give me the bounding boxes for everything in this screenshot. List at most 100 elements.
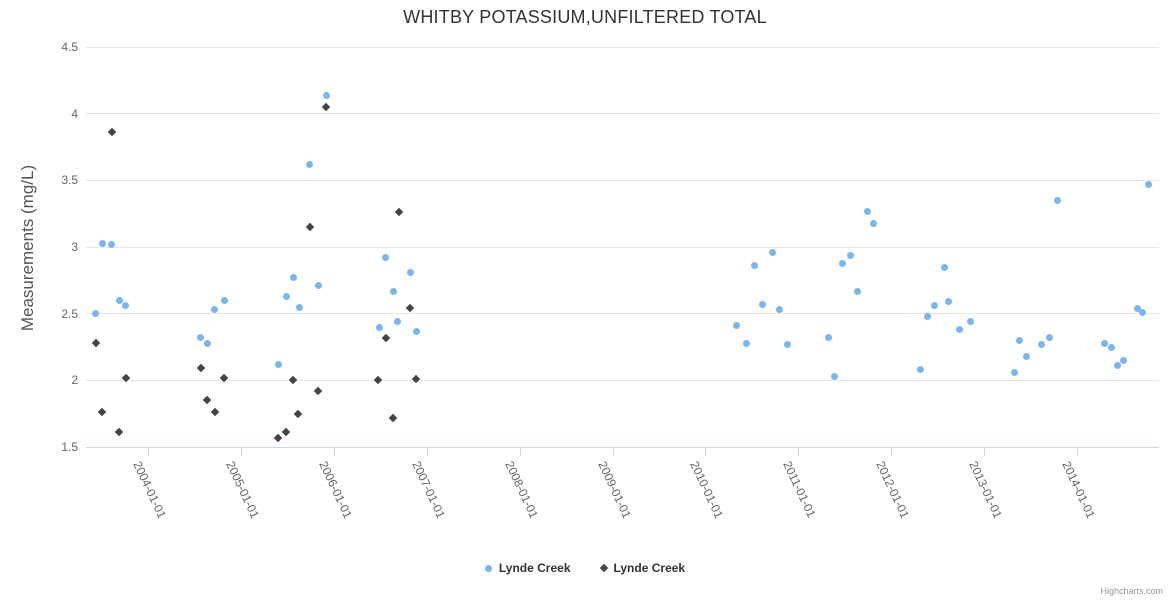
data-point-circle[interactable] <box>295 303 303 311</box>
data-point-circle[interactable] <box>98 239 106 247</box>
data-point-circle[interactable] <box>322 91 330 99</box>
x-axis-tick-label: 2014-01-01 <box>1059 459 1098 521</box>
data-point-circle[interactable] <box>1038 340 1046 348</box>
legend-item[interactable]: Lynde Creek <box>484 561 571 575</box>
data-point-circle[interactable] <box>940 263 948 271</box>
data-point-circle[interactable] <box>306 160 314 168</box>
data-point-circle[interactable] <box>768 248 776 256</box>
data-point-circle[interactable] <box>282 292 290 300</box>
data-point-diamond[interactable] <box>294 409 303 418</box>
data-point-circle[interactable] <box>854 287 862 295</box>
data-point-circle[interactable] <box>839 259 847 267</box>
data-point-circle[interactable] <box>733 322 741 330</box>
data-point-circle[interactable] <box>1015 336 1023 344</box>
data-point-diamond[interactable] <box>313 386 323 396</box>
data-point-circle[interactable] <box>122 302 130 310</box>
data-point-circle[interactable] <box>917 366 925 374</box>
x-axis-tick <box>333 448 335 456</box>
data-point-diamond[interactable] <box>203 396 212 405</box>
data-point-circle[interactable] <box>1119 356 1127 364</box>
data-point-diamond[interactable] <box>322 102 331 112</box>
data-point-circle[interactable] <box>783 340 791 348</box>
y-axis-tick-label: 3 <box>71 240 78 254</box>
y-axis-tick-label: 1.5 <box>61 440 78 454</box>
data-point-diamond[interactable] <box>98 408 107 417</box>
data-point-circle[interactable] <box>375 323 383 331</box>
data-point-diamond[interactable] <box>114 428 124 437</box>
data-point-circle[interactable] <box>1011 368 1019 376</box>
data-point-circle[interactable] <box>931 302 939 310</box>
highcharts-credit[interactable]: Highcharts.com <box>1100 586 1163 596</box>
data-point-diamond[interactable] <box>374 376 383 385</box>
data-point-circle[interactable] <box>758 300 766 308</box>
data-point-diamond[interactable] <box>91 338 101 348</box>
data-point-diamond[interactable] <box>381 333 391 342</box>
y-gridline <box>86 113 1159 115</box>
data-point-circle[interactable] <box>108 240 116 248</box>
y-gridline <box>86 379 1159 381</box>
data-point-diamond[interactable] <box>107 128 117 137</box>
data-point-diamond[interactable] <box>305 222 314 232</box>
data-point-circle[interactable] <box>115 296 123 304</box>
y-gridline <box>86 179 1159 181</box>
data-point-circle[interactable] <box>197 334 205 342</box>
data-point-circle[interactable] <box>863 207 871 215</box>
data-point-circle[interactable] <box>923 312 931 320</box>
legend-item[interactable]: Lynde Creek <box>599 561 686 575</box>
data-point-circle[interactable] <box>275 360 283 368</box>
data-point-circle[interactable] <box>966 318 974 326</box>
data-point-circle[interactable] <box>742 339 750 347</box>
x-axis-tick-label: 2006-01-01 <box>316 459 355 521</box>
data-point-circle[interactable] <box>776 306 784 314</box>
data-point-circle[interactable] <box>870 219 878 227</box>
x-axis-tick <box>1077 448 1078 456</box>
data-point-diamond[interactable] <box>405 304 415 313</box>
data-point-circle[interactable] <box>314 282 322 290</box>
y-axis-tick-label: 3.5 <box>61 173 78 188</box>
data-point-diamond[interactable] <box>288 376 298 385</box>
data-point-circle[interactable] <box>1114 362 1122 370</box>
data-point-circle[interactable] <box>211 306 219 314</box>
data-point-circle[interactable] <box>382 254 390 262</box>
data-point-circle[interactable] <box>1145 180 1153 188</box>
x-axis-tick <box>612 448 614 456</box>
data-point-circle[interactable] <box>1107 343 1115 351</box>
x-axis-tick <box>519 448 521 456</box>
data-point-circle[interactable] <box>846 251 854 259</box>
data-point-circle[interactable] <box>945 298 953 306</box>
y-axis-tick-label: 4 <box>71 106 78 121</box>
data-point-diamond[interactable] <box>273 433 283 442</box>
data-point-diamond[interactable] <box>389 413 398 422</box>
x-axis-tick <box>148 448 149 456</box>
data-point-diamond[interactable] <box>282 428 291 437</box>
data-point-circle[interactable] <box>394 318 402 326</box>
data-point-diamond[interactable] <box>412 374 421 384</box>
data-point-circle[interactable] <box>1101 339 1109 347</box>
y-axis-tick-label: 4.5 <box>61 40 78 54</box>
data-point-circle[interactable] <box>1023 352 1031 360</box>
data-point-circle[interactable] <box>412 327 420 335</box>
x-axis-tick-label: 2011-01-01 <box>780 459 819 520</box>
data-point-circle[interactable] <box>203 339 211 347</box>
x-axis-tick-label: 2009-01-01 <box>594 459 634 521</box>
data-point-circle[interactable] <box>220 296 228 304</box>
data-point-circle[interactable] <box>1045 334 1053 342</box>
chart-title: WHITBY POTASSIUM,UNFILTERED TOTAL <box>403 7 767 27</box>
data-point-circle[interactable] <box>831 372 839 380</box>
legend-item-label: Lynde Creek <box>613 561 686 575</box>
data-point-circle[interactable] <box>407 268 415 276</box>
diamond-marker-icon <box>599 563 608 573</box>
data-point-circle[interactable] <box>290 274 298 282</box>
data-point-circle[interactable] <box>1133 304 1141 312</box>
data-point-circle[interactable] <box>956 326 964 334</box>
data-point-diamond[interactable] <box>394 208 404 217</box>
data-point-circle[interactable] <box>92 310 100 318</box>
data-point-diamond[interactable] <box>196 364 206 373</box>
data-point-circle[interactable] <box>824 334 832 342</box>
data-point-circle[interactable] <box>1138 308 1146 316</box>
data-point-diamond[interactable] <box>210 408 220 417</box>
data-point-circle[interactable] <box>751 262 759 270</box>
data-point-circle[interactable] <box>1053 196 1061 204</box>
data-point-circle[interactable] <box>389 287 397 295</box>
